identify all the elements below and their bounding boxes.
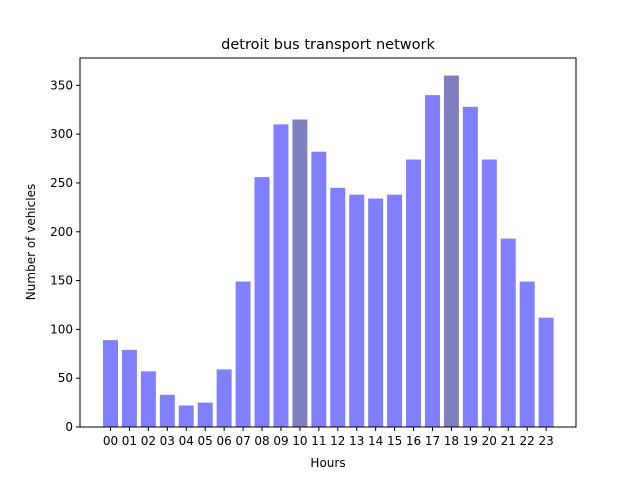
x-tick-label-11: 11 xyxy=(311,434,326,448)
bar-03 xyxy=(159,394,175,427)
bar-16 xyxy=(406,159,422,427)
x-tick-label-13: 13 xyxy=(349,434,364,448)
x-tick-label-17: 17 xyxy=(425,434,440,448)
bars-group xyxy=(103,75,554,427)
bar-18 xyxy=(443,75,459,427)
x-tick-label-15: 15 xyxy=(387,434,402,448)
y-tick-label-50: 50 xyxy=(58,371,73,385)
bar-12 xyxy=(330,187,346,427)
x-tick-label-05: 05 xyxy=(198,434,213,448)
x-tick-label-02: 02 xyxy=(141,434,156,448)
x-tick-label-04: 04 xyxy=(179,434,194,448)
bar-06 xyxy=(216,369,232,427)
x-tick-label-20: 20 xyxy=(482,434,497,448)
y-tick-label-300: 300 xyxy=(50,127,73,141)
x-tick-label-06: 06 xyxy=(216,434,231,448)
plot-frame xyxy=(79,57,577,428)
bar-19 xyxy=(462,106,478,427)
bar-14 xyxy=(368,198,384,427)
x-tick-label-23: 23 xyxy=(538,434,553,448)
x-tick-label-07: 07 xyxy=(235,434,250,448)
y-axis-label: Number of vehicles xyxy=(24,184,38,300)
chart-title: detroit bus transport network xyxy=(221,37,435,53)
bar-00 xyxy=(103,340,118,427)
y-tick-label-350: 350 xyxy=(50,78,73,92)
y-tick-label-150: 150 xyxy=(50,274,73,288)
x-tick-label-03: 03 xyxy=(160,434,175,448)
bar-04 xyxy=(178,405,194,427)
bar-08 xyxy=(254,177,270,427)
y-tick-label-250: 250 xyxy=(50,176,73,190)
x-tick-label-19: 19 xyxy=(463,434,478,448)
x-tick-label-01: 01 xyxy=(122,434,137,448)
y-tick-label-200: 200 xyxy=(50,225,73,239)
y-axis-ticks: 0 50 100 150 200 250 300 350 xyxy=(50,78,80,434)
y-tick-label-100: 100 xyxy=(50,322,73,336)
bar-22 xyxy=(519,281,535,427)
bar-21 xyxy=(500,238,516,427)
x-tick-label-14: 14 xyxy=(368,434,383,448)
bar-13 xyxy=(349,194,365,427)
bar-11 xyxy=(311,151,327,427)
y-tick-label-0: 0 xyxy=(65,420,73,434)
bar-17 xyxy=(424,95,440,427)
x-tick-label-22: 22 xyxy=(520,434,535,448)
x-tick-label-09: 09 xyxy=(273,434,288,448)
bar-07 xyxy=(235,281,251,427)
x-tick-label-21: 21 xyxy=(501,434,516,448)
bar-01 xyxy=(121,349,137,427)
bar-23 xyxy=(538,317,554,427)
x-tick-label-00: 00 xyxy=(103,434,118,448)
bar-09 xyxy=(273,124,289,427)
x-axis-ticks: 00 01 02 03 04 05 06 07 08 09 10 11 12 13 14 15 16 17 18 19… xyxy=(103,427,554,448)
bar-10 xyxy=(292,119,308,427)
bar-15 xyxy=(387,194,403,427)
x-tick-label-16: 16 xyxy=(406,434,421,448)
bar-20 xyxy=(481,159,497,427)
bar-02 xyxy=(140,371,156,427)
x-axis-label: Hours xyxy=(310,456,345,470)
x-tick-label-12: 12 xyxy=(330,434,345,448)
x-tick-label-08: 08 xyxy=(254,434,269,448)
x-tick-label-10: 10 xyxy=(292,434,307,448)
bar-05 xyxy=(197,402,213,427)
x-tick-label-18: 18 xyxy=(444,434,459,448)
